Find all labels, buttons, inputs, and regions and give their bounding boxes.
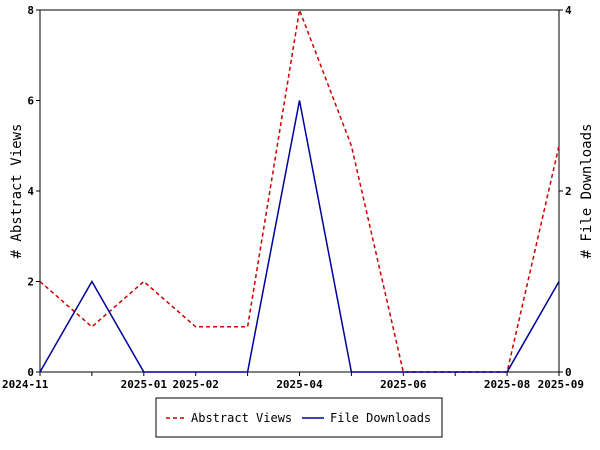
right-tick-label: 2 — [565, 185, 572, 198]
right-tick-label: 4 — [565, 4, 572, 17]
x-tick-label: 2025-06 — [380, 378, 427, 391]
plot-area — [39, 9, 560, 373]
x-tick-label: 2025-04 — [276, 378, 323, 391]
x-tick-label: 2024-11 — [2, 378, 49, 391]
left-tick-label: 2 — [27, 276, 34, 289]
legend: Abstract Views File Downloads — [155, 397, 443, 438]
x-tick-label: 2025-08 — [484, 378, 530, 391]
legend-label-abstract-views: Abstract Views — [191, 411, 292, 425]
legend-box — [155, 397, 443, 438]
series-line-abstract-views — [39, 7, 560, 373]
left-tick-label: 0 — [27, 366, 34, 379]
left-y-axis: 0 2 4 6 8 — [27, 4, 40, 379]
left-tick-label: 8 — [27, 4, 34, 17]
x-tick-label: 2025-02 — [173, 378, 219, 391]
x-tick-label: 2025-01 — [121, 378, 168, 391]
left-y-axis-title: # Abstract Views — [9, 124, 25, 259]
right-y-axis-title: # File Downloads — [579, 124, 595, 259]
series-layer — [39, 7, 560, 373]
x-tick-label: 2025-09 — [538, 378, 584, 391]
series-line-file-downloads — [39, 100, 560, 373]
x-axis: 2024-11 2025-01 2025-02 2025-04 2025-06 2025-… — [2, 372, 584, 391]
left-tick-label: 4 — [27, 185, 34, 198]
left-tick-label: 6 — [27, 95, 34, 108]
right-tick-label: 0 — [565, 366, 572, 379]
legend-label-file-downloads: File Downloads — [330, 411, 431, 425]
right-y-axis: 0 2 4 — [559, 4, 572, 379]
